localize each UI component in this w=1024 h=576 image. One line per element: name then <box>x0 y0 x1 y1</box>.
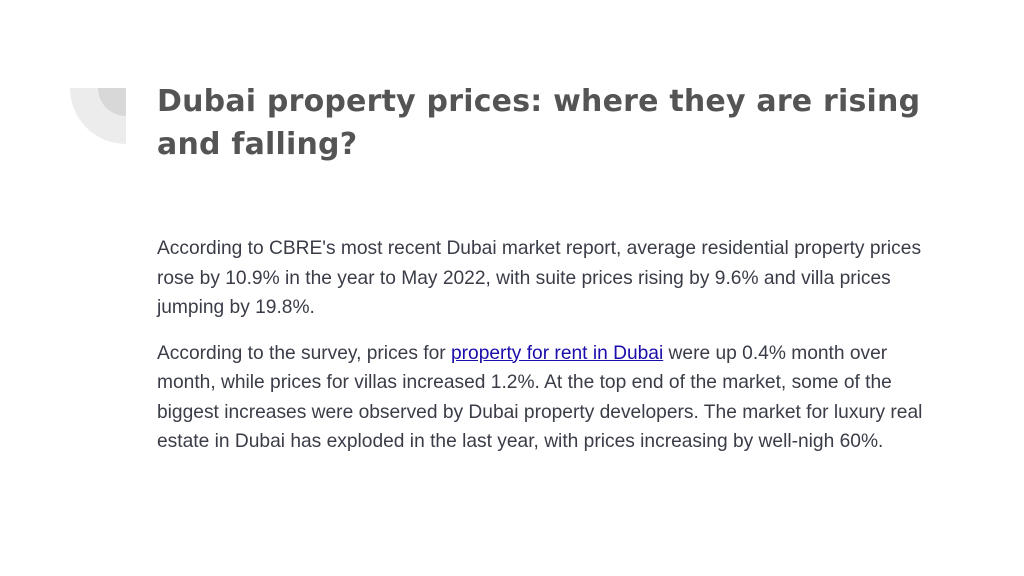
paragraph-cbre-report: According to CBRE's most recent Dubai ma… <box>157 238 922 318</box>
slide-body: According to CBRE's most recent Dubai ma… <box>157 234 937 473</box>
paragraph-text-after-link: were up 0.4% month over month, while pri… <box>157 342 923 453</box>
quarter-circle-decoration <box>70 88 126 144</box>
paragraph-text-before-link: According to the survey, prices for <box>157 342 451 364</box>
paragraph-rent-survey: According to the survey, prices for prop… <box>157 339 937 457</box>
property-for-rent-link[interactable]: property for rent in Dubai <box>450 342 664 364</box>
slide-title: Dubai property prices: where they are ri… <box>157 84 921 162</box>
